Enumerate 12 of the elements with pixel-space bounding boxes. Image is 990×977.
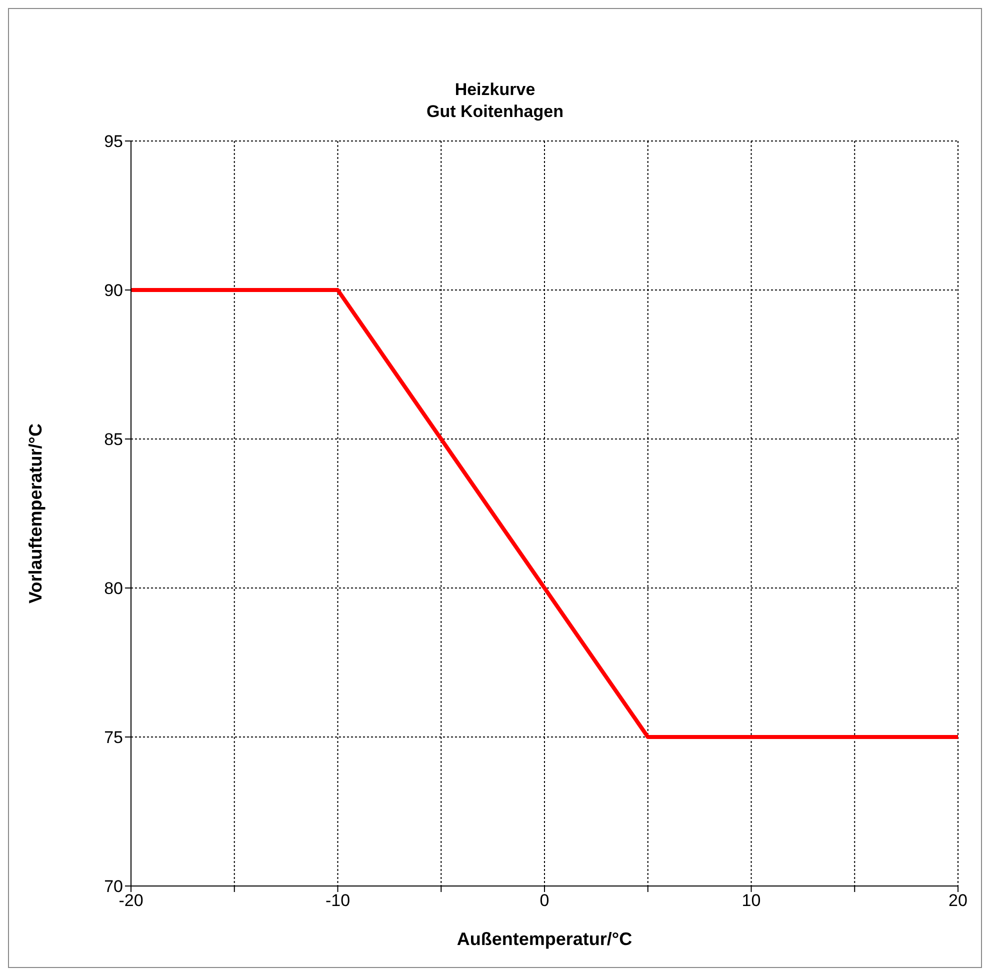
x-tick-label: -10 bbox=[325, 891, 350, 910]
y-tick-label: 80 bbox=[104, 579, 123, 598]
y-tick-label: 85 bbox=[104, 430, 123, 450]
y-tick-label: 75 bbox=[104, 728, 123, 748]
x-tick-label: 10 bbox=[742, 891, 761, 910]
y-axis-title: Vorlauftemperatur/°C bbox=[25, 424, 46, 604]
x-tick-label: 0 bbox=[540, 891, 550, 910]
y-tick-label: 90 bbox=[104, 281, 123, 300]
x-tick-label: 20 bbox=[948, 891, 968, 910]
chart-title: Heizkurve Gut Koitenhagen bbox=[426, 79, 564, 123]
y-tick-label: 95 bbox=[104, 132, 123, 152]
x-axis-title: Außentemperatur/°C bbox=[456, 929, 632, 949]
